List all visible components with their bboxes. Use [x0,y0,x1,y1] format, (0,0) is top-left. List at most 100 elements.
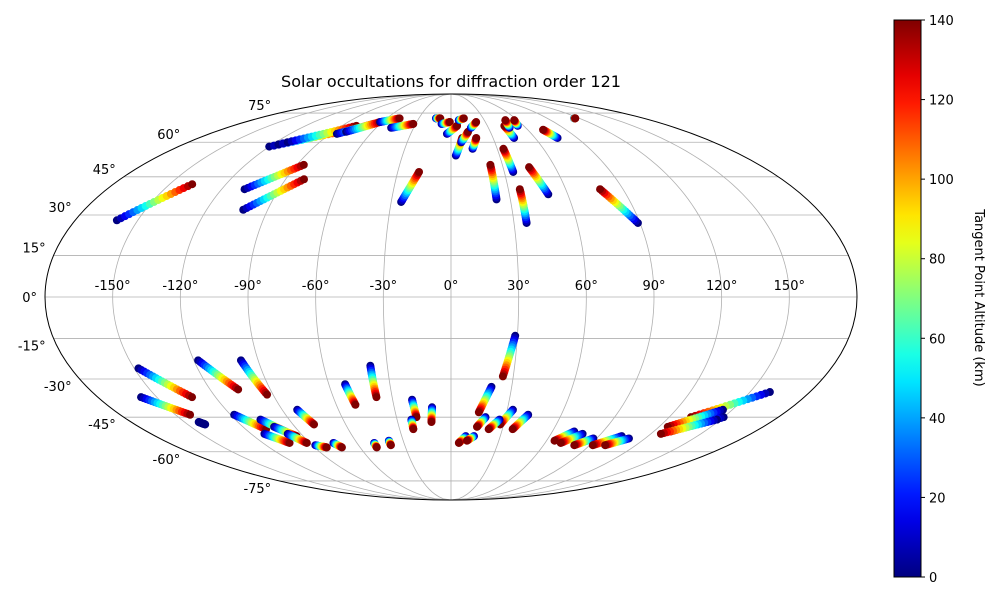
longitude-tick-label: 120° [706,279,737,294]
lon-grid-line [450,93,790,501]
track-point [462,436,471,445]
colorbar-tick-label: 80 [929,253,946,268]
longitude-tick-label: -120° [162,279,198,294]
longitude-tick-label: -90° [234,279,262,294]
latitude-tick-label: 30° [49,201,72,216]
colorbar-tick-label: 100 [929,173,954,188]
occultation-track [194,356,243,394]
track-point [395,114,404,123]
track-point [409,119,418,128]
occultation-track [486,160,501,204]
track-point [300,175,308,184]
occultation-track [556,429,587,447]
occultation-track [601,434,633,450]
track-point [525,163,534,172]
occultation-track [515,185,531,227]
occultation-track [112,180,197,225]
lon-grid-line [247,93,452,501]
track-point [588,441,597,450]
occultation-track [539,125,562,142]
occultation-track [260,429,294,447]
track-point [299,160,308,169]
track-point [351,400,360,409]
longitude-tick-label: 30° [507,279,530,294]
occultation-track [293,405,319,429]
track-point [499,144,508,153]
occultation-track [457,127,473,147]
track-point [337,443,346,452]
latitude-tick-label: 75° [248,99,271,114]
track-point [570,441,579,450]
longitude-tick-label: 0° [444,279,459,294]
latitude-tick-label: -75° [243,482,271,497]
track-point [186,410,195,419]
graticule-grid [45,93,857,501]
colorbar-fill [893,19,922,578]
longitude-tick-label: -150° [95,279,131,294]
lon-grid-line [315,93,452,501]
track-point [415,167,424,176]
track-point [550,436,559,445]
occultation-track [570,434,598,450]
longitude-tick-label: -60° [302,279,330,294]
occultation-track [510,116,522,130]
map-boundary [44,93,858,501]
occultation-track [596,185,642,227]
occultation-track [501,116,514,132]
occultation-track [342,118,385,136]
occultation-track [387,119,418,132]
occultation-track [454,114,468,125]
occultation-track [311,441,331,452]
track-point [472,118,481,127]
track-point [596,185,605,194]
occultation-track [462,432,478,445]
latitude-tick-label: 60° [157,128,180,143]
track-point [322,443,331,452]
occultation-track [468,133,481,153]
lon-grid-line [450,93,520,501]
occultation-tracks [112,114,774,452]
track-point [201,420,210,429]
occultation-track [240,160,308,194]
occultation-track [384,436,395,450]
track-point [263,390,272,399]
occultation-track [366,361,381,402]
track-point [498,372,507,381]
occultation-track [474,382,496,417]
occultation-track [134,364,197,402]
track-point [188,180,197,189]
track-point [510,116,519,125]
colorbar-tick-label: 20 [929,491,946,506]
track-point [484,425,493,434]
occultation-track [194,418,210,429]
track-point [372,443,381,452]
latitude-tick-label: -15° [18,340,46,355]
latitude-tick-label: -30° [44,380,72,395]
lon-grid-line [450,93,723,501]
colorbar-tick-label: 140 [929,14,954,29]
latitude-tick-label: 0° [22,291,37,306]
occultation-track [230,410,271,434]
track-point [508,425,517,434]
track-point [386,441,395,450]
track-point [459,114,468,123]
track-point [310,420,319,429]
occultation-track [427,403,437,427]
occultation-track [473,413,490,431]
occultation-track [283,429,311,447]
occultation-track [370,438,381,452]
colorbar-tick-label: 60 [929,332,946,347]
longitude-tick-labels: -150° -120° -90° -60° -30° 0° 30° 60° 90° 120° 150… [95,279,805,294]
occultation-track [137,393,195,419]
occultation-track [663,405,727,431]
track-point [515,185,524,194]
lon-grid-line [450,93,587,501]
occultation-track [525,163,553,199]
occultation-track [442,121,462,138]
occultation-track [407,415,418,434]
track-point [188,393,197,402]
track-point [372,393,381,402]
occultation-track [508,410,533,434]
